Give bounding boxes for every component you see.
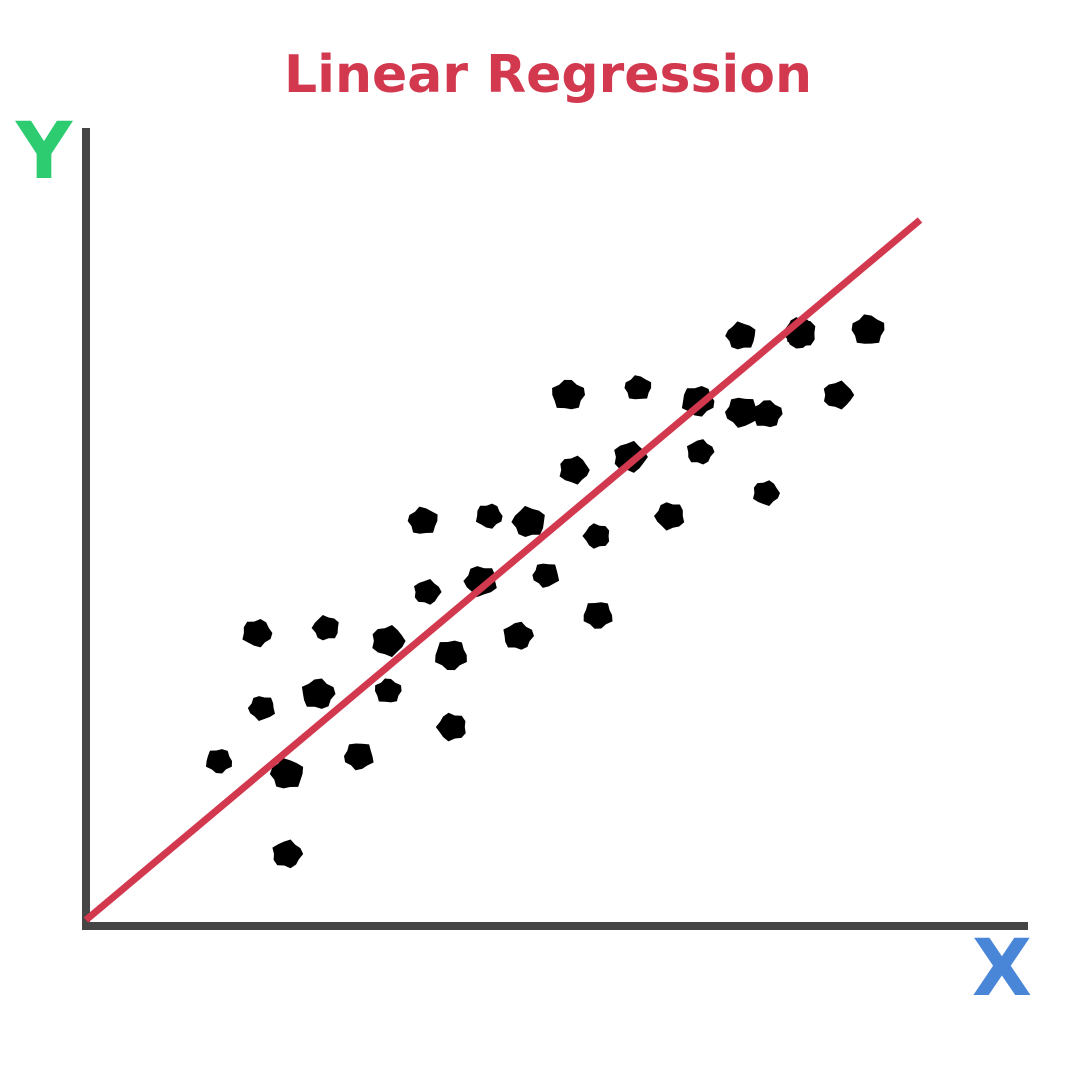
data-points <box>206 314 885 869</box>
data-point <box>582 523 610 549</box>
data-point <box>686 439 715 465</box>
data-point <box>654 502 685 531</box>
data-point <box>475 503 503 529</box>
data-point <box>614 440 648 473</box>
chart-title: Linear Regression <box>284 45 812 105</box>
data-point <box>583 602 613 629</box>
data-point <box>753 480 780 506</box>
data-point-mark <box>823 380 855 410</box>
data-point-mark <box>311 615 339 641</box>
data-point <box>344 743 374 771</box>
data-point <box>823 380 855 410</box>
data-point <box>435 712 466 742</box>
data-point-mark <box>503 621 534 650</box>
data-point-mark <box>851 314 885 344</box>
data-point <box>725 321 756 350</box>
data-point <box>301 678 336 709</box>
data-point <box>372 625 406 658</box>
data-point-mark <box>624 375 652 400</box>
data-point-mark <box>725 397 759 428</box>
data-point <box>503 621 534 650</box>
data-point-mark <box>269 758 304 789</box>
data-point-mark <box>583 602 613 629</box>
data-point-mark <box>344 743 374 771</box>
data-point <box>752 400 783 428</box>
data-point-mark <box>375 678 402 703</box>
data-point <box>242 619 273 648</box>
data-point <box>532 563 560 588</box>
data-point-mark <box>582 523 610 549</box>
data-point-mark <box>414 579 442 605</box>
data-point-mark <box>372 625 406 658</box>
data-point <box>559 455 590 485</box>
data-point <box>624 375 652 400</box>
data-point-mark <box>435 712 466 742</box>
data-point-mark <box>272 839 304 869</box>
data-point <box>552 379 585 410</box>
data-point <box>463 566 497 598</box>
data-point <box>511 505 545 537</box>
data-point-mark <box>752 400 783 428</box>
data-point-mark <box>242 619 273 648</box>
data-point <box>272 839 304 869</box>
y-axis-label: Y <box>15 107 74 197</box>
data-point <box>851 314 885 344</box>
data-point-mark <box>407 506 438 534</box>
data-point-mark <box>614 440 648 473</box>
data-point-mark <box>552 379 585 410</box>
data-point-mark <box>532 563 560 588</box>
data-point-mark <box>511 505 545 537</box>
data-point-mark <box>686 439 715 465</box>
data-point-mark <box>753 480 780 506</box>
x-axis-label: X <box>972 924 1032 1014</box>
data-point-mark <box>301 678 336 709</box>
data-point-mark <box>475 503 503 529</box>
data-point <box>375 678 402 703</box>
data-point-mark <box>559 455 590 485</box>
data-point <box>269 758 304 789</box>
data-point-mark <box>435 640 467 671</box>
data-point <box>311 615 339 641</box>
data-point <box>407 506 438 534</box>
data-point <box>247 696 275 721</box>
data-point <box>414 579 442 605</box>
regression-line <box>83 217 923 923</box>
data-point-mark <box>725 321 756 350</box>
data-point <box>725 397 759 428</box>
data-point-mark <box>247 696 275 721</box>
data-point-mark <box>206 749 232 774</box>
data-point <box>435 640 467 671</box>
data-point-mark <box>654 502 685 531</box>
data-point-mark <box>463 566 497 598</box>
data-point <box>206 749 232 774</box>
